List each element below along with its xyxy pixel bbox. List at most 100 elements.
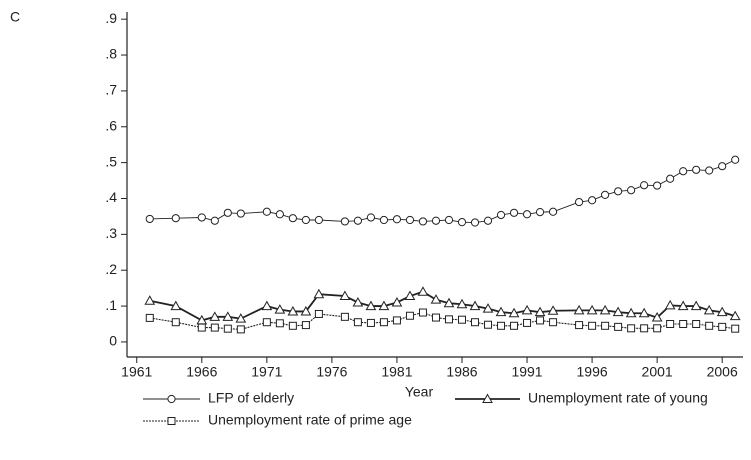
data-point [236,209,245,218]
data-point [391,296,403,307]
data-point [353,216,363,225]
data-point [235,313,247,323]
data-point [600,190,610,200]
data-point [716,306,728,317]
data-point [614,187,623,196]
data-point [366,318,375,327]
data-point [549,318,558,327]
data-point [664,299,676,310]
y-tick-label: .5 [105,153,117,169]
data-point [535,208,545,217]
x-tick-label: 1996 [577,364,608,380]
data-point [444,315,453,324]
data-point [431,313,440,322]
data-point [651,312,663,322]
y-tick-label: .6 [105,117,117,133]
data-point [692,320,701,329]
data-point [548,207,558,216]
data-point [145,313,154,322]
data-point [705,166,714,175]
data-point [171,318,180,327]
data-point [339,290,351,301]
legend-marker [167,394,176,404]
data-point [653,324,662,333]
data-point [222,311,234,321]
data-point [586,304,598,315]
data-point [430,294,442,304]
data-point [171,214,180,223]
data-point [522,210,532,219]
data-point [366,213,376,222]
data-point [534,306,546,317]
data-point [457,218,467,227]
data-point [404,290,416,301]
data-point [692,165,701,174]
data-point [340,217,350,226]
data-point [574,197,584,207]
data-point [170,300,182,311]
data-point [588,321,597,330]
data-point [718,322,727,331]
data-point [365,300,377,311]
data-point [379,318,388,327]
data-point [731,324,740,333]
panel-label: C [10,9,20,25]
x-tick-label: 1971 [251,364,282,380]
legend-label: LFP of elderly [208,390,294,406]
data-point [536,316,545,325]
data-point [625,307,637,318]
data-point [679,167,688,176]
data-point [300,305,312,316]
x-tick-label: 1976 [316,364,347,380]
data-point [378,300,390,311]
data-point [729,310,741,321]
data-point [431,216,441,225]
data-point [352,296,364,307]
data-point [705,321,714,330]
y-tick-label: .3 [105,225,117,241]
data-point [210,216,219,225]
data-point [405,215,415,225]
data-point [418,217,428,226]
data-point [627,324,636,333]
data-point [523,318,532,327]
data-point [210,323,219,332]
y-tick-label: .2 [105,261,117,277]
data-point [703,304,715,315]
data-point [666,174,675,183]
data-point [392,215,402,224]
data-point [612,306,624,317]
x-tick-label: 1966 [186,364,217,380]
data-point [469,300,481,311]
data-point [510,321,519,330]
data-point [666,320,675,329]
x-axis-title: Year [405,384,434,400]
data-point [495,306,507,317]
data-point [223,208,232,217]
x-tick-label: 1991 [511,364,542,380]
data-point [261,300,273,311]
y-tick-label: .1 [105,297,117,313]
data-point [301,215,310,225]
legend-label: Unemployment rate of prime age [208,412,412,428]
data-point [482,303,494,313]
data-point [262,207,271,216]
data-point [236,325,245,334]
data-point [405,311,414,320]
data-point [484,320,493,329]
legend-label: Unemployment rate of young [528,390,708,406]
data-point [223,324,232,333]
data-point [508,307,520,318]
data-point [287,305,299,316]
data-point [497,321,506,330]
data-point [640,181,649,190]
data-point [718,162,727,171]
data-point [496,210,506,220]
data-point [144,295,156,305]
x-tick-label: 2006 [707,364,738,380]
data-point [471,318,480,327]
data-point [379,215,389,225]
data-point [314,309,323,318]
data-point [313,288,325,299]
y-tick-label: .4 [105,189,117,205]
